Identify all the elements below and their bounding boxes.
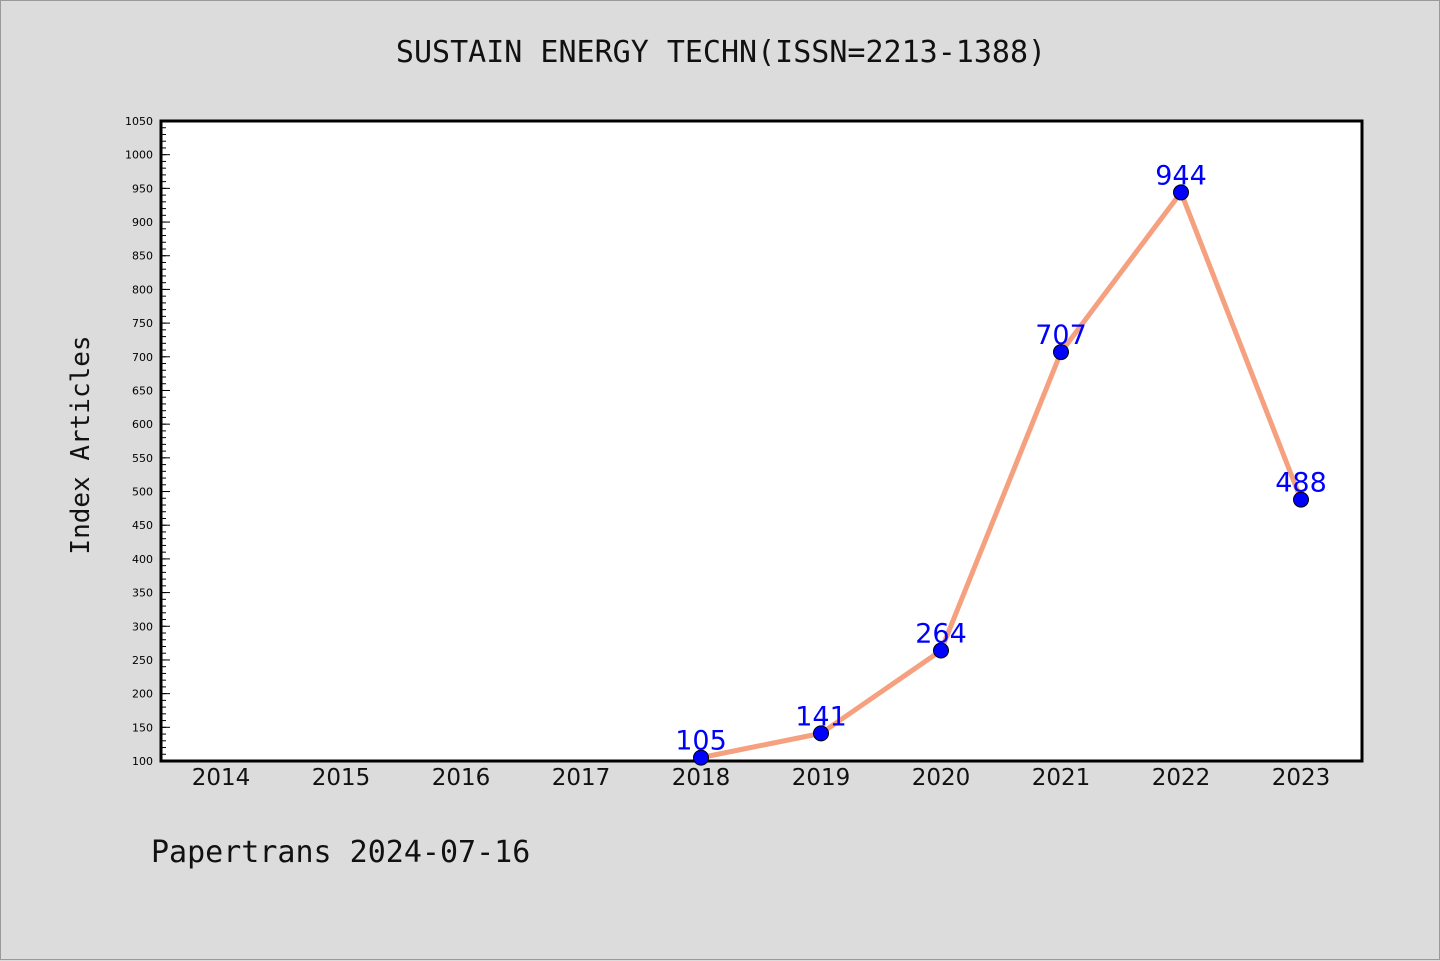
x-tick-label: 2017	[552, 765, 611, 791]
data-point	[1053, 344, 1069, 361]
y-tick-label: 700	[132, 351, 153, 364]
y-tick-label: 1050	[125, 115, 153, 128]
y-tick-label: 750	[132, 317, 153, 330]
data-point	[1293, 491, 1309, 508]
x-tick-label: 2023	[1272, 765, 1331, 791]
y-tick-label: 150	[132, 721, 153, 734]
chart-title: SUSTAIN ENERGY TECHN(ISSN=2213-1388)	[395, 35, 1047, 70]
x-tick-label: 2015	[312, 765, 371, 791]
data-label: 707	[1035, 320, 1087, 351]
y-tick-label: 650	[132, 384, 153, 397]
y-tick-label: 450	[132, 519, 153, 532]
y-tick-label: 300	[132, 620, 153, 633]
data-point	[813, 725, 829, 742]
series-line	[698, 189, 1304, 761]
data-label: 105	[675, 726, 727, 757]
y-tick-label: 800	[132, 283, 153, 296]
data-label: 264	[915, 619, 967, 650]
data-point	[933, 642, 949, 659]
data-point	[693, 749, 709, 766]
y-tick-label: 200	[132, 688, 153, 701]
x-tick-label: 2019	[792, 765, 851, 791]
plot-area	[161, 121, 1362, 761]
plot-frame	[159, 119, 1364, 763]
y-tick-label: 500	[132, 486, 153, 499]
y-tick-label: 900	[132, 216, 153, 229]
data-label: 488	[1275, 468, 1327, 499]
y-tick-label: 1000	[125, 149, 153, 162]
y-tick-label: 100	[132, 755, 153, 768]
y-tick-label: 850	[132, 250, 153, 263]
data-label: 141	[795, 701, 847, 732]
y-tick-label: 550	[132, 452, 153, 465]
x-tick-label: 2021	[1032, 765, 1091, 791]
data-point	[1173, 184, 1189, 201]
x-tick-label: 2022	[1152, 765, 1211, 791]
x-tick-label: 2018	[672, 765, 731, 791]
x-tick-label: 2016	[432, 765, 491, 791]
y-tick-label: 950	[132, 182, 153, 195]
x-tick-label: 2014	[192, 765, 251, 791]
y-tick-label: 600	[132, 418, 153, 431]
y-tick-label: 400	[132, 553, 153, 566]
x-tick-label: 2020	[912, 765, 971, 791]
y-tick-label: 350	[132, 587, 153, 600]
footer-watermark: Papertrans 2024-07-16	[151, 835, 531, 870]
data-label: 944	[1155, 160, 1207, 191]
y-tick-label: 250	[132, 654, 153, 667]
